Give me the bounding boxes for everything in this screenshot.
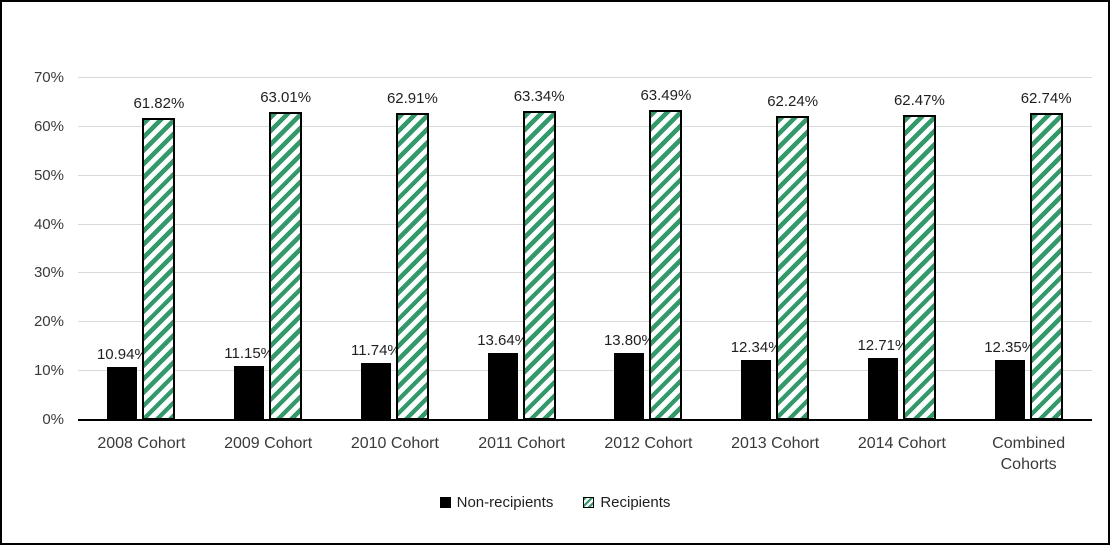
x-axis-category-label: 2010 Cohort [350, 435, 439, 452]
bar-group: 11.74% 62.91% [332, 78, 459, 420]
bar-hatched: 63.34% [514, 88, 565, 420]
data-label: 63.49% [640, 86, 692, 104]
bar-group: 10.94% 61.82% [78, 78, 205, 420]
data-label: 62.47% [893, 91, 945, 109]
gridline [78, 223, 1092, 225]
bar-solid: 11.15% [224, 345, 274, 420]
x-axis-category-label: 2008 Cohort [97, 435, 186, 452]
bar-hatched: 63.01% [260, 89, 311, 420]
gridline [78, 174, 1092, 176]
data-label: 63.34% [513, 87, 565, 105]
gridline [78, 321, 1092, 323]
legend-item: Non-recipients [439, 494, 554, 511]
gridline [78, 125, 1092, 127]
y-axis-tick-label: 40% [33, 215, 64, 233]
y-axis-tick-label: 0% [42, 411, 64, 428]
data-label: 12.35% [984, 338, 1036, 356]
data-label: 13.80% [603, 331, 655, 349]
y-axis-tick-label: 70% [33, 69, 64, 86]
plot-area: 10.94% 61.82% 11.15% 63.01% 11.74% 62.91% 13.6… [34, 69, 1092, 428]
data-label: 62.24% [767, 92, 819, 110]
bar-solid: 13.64% [477, 332, 528, 420]
bar-solid: 13.80% [604, 332, 655, 420]
data-label: 63.01% [260, 89, 312, 107]
x-axis-category-label: 2013 Cohort [731, 435, 820, 452]
x-axis-category-label: 2011 Cohort [478, 435, 566, 452]
y-axis-tick-label: 50% [33, 166, 64, 184]
legend-swatch-solid [439, 497, 451, 508]
y-axis-tick-label: 60% [33, 117, 64, 135]
bar-hatched: 61.82% [133, 95, 184, 420]
gridline [78, 77, 1092, 78]
bar-groups: 10.94% 61.82% 11.15% 63.01% 11.74% 62.91% 13.6… [78, 78, 1092, 420]
bar-solid: 12.35% [984, 339, 1035, 420]
data-label: 12.34% [730, 338, 782, 356]
x-axis-category-label: 2014 Cohort [857, 435, 946, 452]
bar-group: 12.35% 62.74% [965, 78, 1092, 420]
y-axis-tick-label: 10% [33, 362, 64, 380]
bar-group: 12.34% 62.24% [712, 78, 839, 420]
bar-solid: 10.94% [97, 346, 148, 420]
bar-group: 13.80% 63.49% [585, 78, 712, 420]
data-label: 62.91% [386, 89, 438, 107]
x-axis-labels: 2008 Cohort 2009 Cohort 2010 Cohort 2011 Co… [78, 434, 1092, 476]
legend-label: Recipients [600, 494, 671, 511]
bar-hatched: 62.74% [1021, 90, 1072, 420]
bar-solid: 12.34% [731, 339, 782, 420]
bar-solid: 11.74% [351, 342, 401, 420]
gridline [78, 272, 1092, 274]
bar-hatched: 62.24% [767, 93, 818, 420]
x-axis-line [78, 419, 1092, 421]
bar-group: 11.15% 63.01% [205, 78, 332, 420]
data-label: 10.94% [96, 345, 148, 363]
bar-group: 12.71% 62.47% [839, 78, 966, 420]
x-axis-category-label: 2012 Cohort [604, 435, 693, 452]
data-label: 62.74% [1020, 90, 1072, 108]
bar-hatched: 62.47% [894, 92, 945, 420]
data-label: 13.64% [477, 332, 529, 350]
legend-item: Recipients [583, 494, 670, 511]
y-axis-tick-label: 20% [33, 313, 64, 331]
data-label: 11.74% [350, 341, 401, 359]
legend-label: Non-recipients [456, 494, 554, 511]
data-label: 12.71% [857, 336, 909, 354]
gridline [78, 370, 1092, 372]
bar-hatched: 62.91% [387, 90, 438, 420]
legend-swatch-hatched [583, 497, 595, 508]
bar-solid: 12.71% [857, 337, 908, 420]
data-label: 11.15% [224, 344, 275, 362]
data-label: 61.82% [133, 94, 185, 112]
y-axis-tick-label: 30% [33, 264, 64, 282]
bar-group: 13.64% 63.34% [458, 78, 585, 420]
x-axis-category-label: 2009 Cohort [224, 435, 313, 452]
legend: Non-recipients Recipients [2, 494, 1108, 511]
bar-hatched: 63.49% [640, 87, 691, 420]
x-axis-category-label: Combined Cohorts [992, 435, 1066, 473]
